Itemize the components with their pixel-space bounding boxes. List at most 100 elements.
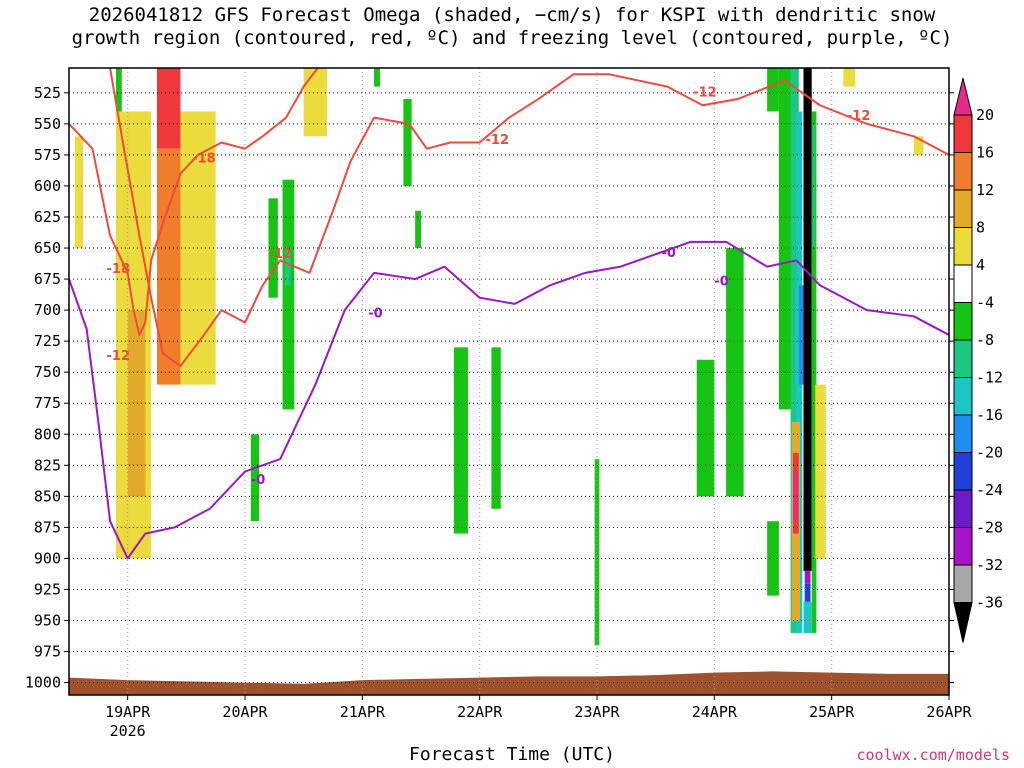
contour-label-9: -0 — [714, 274, 728, 289]
colorbar-label-11: -28 — [976, 519, 1003, 537]
y-tick-label-825: 825 — [34, 456, 61, 474]
colorbar-bin-6 — [953, 302, 973, 341]
colorbar-bin-11 — [953, 489, 973, 528]
omega-region-25 — [798, 285, 804, 385]
omega-region-11 — [284, 248, 291, 286]
omega-region-37 — [913, 136, 924, 155]
contour-line--18-0 — [69, 68, 319, 336]
colorbar-bin-3 — [953, 189, 973, 228]
y-tick-label-550: 550 — [34, 115, 61, 133]
contour-line--12-1 — [109, 68, 949, 367]
contour-label-5: -12 — [693, 86, 717, 101]
colorbar-cap-top — [953, 77, 973, 116]
colorbar-label-13: -36 — [976, 594, 1003, 612]
x-tick-label-21APR: 21APR — [340, 703, 386, 721]
contour-layer — [69, 68, 949, 560]
colorbar-label-2: 12 — [976, 181, 994, 199]
x-tick-label-26APR: 26APR — [926, 703, 972, 721]
colorbar-cap-bottom — [953, 602, 973, 643]
colorbar-bin-8 — [953, 377, 973, 416]
omega-region-13 — [403, 99, 412, 186]
colorbar-bin-2 — [953, 152, 973, 191]
y-tick-label-925: 925 — [34, 580, 61, 598]
colorbar-label-0: 20 — [976, 106, 994, 124]
x-tick-label-22APR: 22APR — [457, 703, 503, 721]
colorbar-label-6: -8 — [976, 331, 994, 349]
omega-region-33 — [811, 111, 817, 633]
x-tick-label-19APR: 19APR — [105, 703, 151, 721]
omega-region-16 — [491, 347, 501, 509]
y-tick-label-1000: 1000 — [25, 674, 61, 692]
x-tick-label-23APR: 23APR — [574, 703, 620, 721]
grid-layer — [69, 68, 949, 695]
omega-region-2 — [127, 310, 146, 497]
omega-region-7 — [115, 68, 122, 112]
y-tick-label-975: 975 — [34, 643, 61, 661]
omega-region-35 — [815, 384, 826, 559]
omega-region-4 — [157, 148, 181, 385]
contour-label-2: -12 — [268, 247, 292, 262]
contour-label-8: -0 — [662, 246, 676, 261]
omega-region-30 — [804, 583, 811, 602]
y-tick-label-675: 675 — [34, 270, 61, 288]
omega-region-20 — [767, 68, 779, 112]
y-tick-label-625: 625 — [34, 208, 61, 226]
colorbar-label-10: -24 — [976, 481, 1003, 499]
contour-label-10: -0 — [251, 473, 265, 488]
x-tick-label-20APR: 20APR — [222, 703, 268, 721]
colorbar-label-5: -4 — [976, 294, 994, 312]
y-tick-label-950: 950 — [34, 612, 61, 630]
credit-link[interactable]: coolwx.com/models — [856, 746, 1010, 764]
omega-region-34 — [812, 123, 816, 249]
omega-region-18 — [696, 359, 715, 497]
omega-region-31 — [804, 570, 811, 584]
colorbar-label-3: 8 — [976, 219, 985, 237]
contour-label-3: -12 — [107, 349, 130, 364]
omega-region-32 — [803, 601, 812, 633]
omega-region-36 — [843, 68, 856, 87]
colorbar-bin-9 — [953, 414, 973, 453]
colorbar-bin-5 — [953, 264, 973, 303]
y-axis: 525 550 575 600 625 650 675 700 725 750 775 800 825 8… — [25, 84, 954, 692]
colorbar-bin-13 — [953, 564, 973, 603]
y-tick-label-725: 725 — [34, 332, 61, 350]
contour-label-6: -12 — [847, 109, 871, 124]
omega-region-12 — [374, 68, 380, 87]
colorbar-label-8: -16 — [976, 406, 1003, 424]
omega-region-3 — [157, 68, 181, 149]
omega-region-23 — [790, 68, 799, 633]
colorbar: 20 16 12 8 4 -4 -8 -12 -16 -20 -24 -28 -32 -36 — [953, 77, 1003, 643]
colorbar-bin-10 — [953, 452, 973, 491]
x-tick-label-24APR: 24APR — [692, 703, 738, 721]
colorbar-label-4: 4 — [976, 256, 985, 274]
y-tick-label-750: 750 — [34, 363, 61, 381]
y-tick-label-800: 800 — [34, 425, 61, 443]
omega-region-8 — [250, 434, 260, 522]
colorbar-label-1: 16 — [976, 144, 994, 162]
chart-title: 2026041812 GFS Forecast Omega (shaded, −… — [0, 4, 1024, 50]
colorbar-label-7: -12 — [976, 369, 1003, 387]
colorbar-bin-1 — [953, 114, 973, 153]
omega-region-6 — [303, 68, 328, 137]
omega-region-14 — [415, 210, 421, 249]
plot-frame — [68, 67, 950, 696]
contour-label-0: -18 — [192, 151, 216, 166]
x-tick-sublabel-year: 2026 — [110, 722, 146, 740]
y-tick-label-650: 650 — [34, 239, 61, 257]
omega-region-0 — [74, 136, 84, 249]
chart-title-line-2: growth region (contoured, red, ºC) and f… — [71, 27, 953, 49]
y-tick-label-575: 575 — [34, 146, 61, 164]
omega-region-19 — [726, 248, 744, 497]
colorbar-bin-4 — [953, 227, 973, 266]
y-tick-label-775: 775 — [34, 394, 61, 412]
omega-region-10 — [282, 179, 295, 410]
contour-label-layer: -18 -18 -12 -12 -12 -12 -12 -0 -0 -0 -0 — [107, 86, 871, 488]
chart-title-line-1: 2026041812 GFS Forecast Omega (shaded, −… — [88, 4, 936, 26]
colorbar-label-9: -20 — [976, 444, 1003, 462]
y-tick-label-850: 850 — [34, 487, 61, 505]
x-axis-title: Forecast Time (UTC) — [409, 744, 615, 765]
terrain-fill — [69, 671, 949, 695]
contour-label-7: -0 — [368, 307, 382, 322]
y-tick-label-900: 900 — [34, 549, 61, 567]
